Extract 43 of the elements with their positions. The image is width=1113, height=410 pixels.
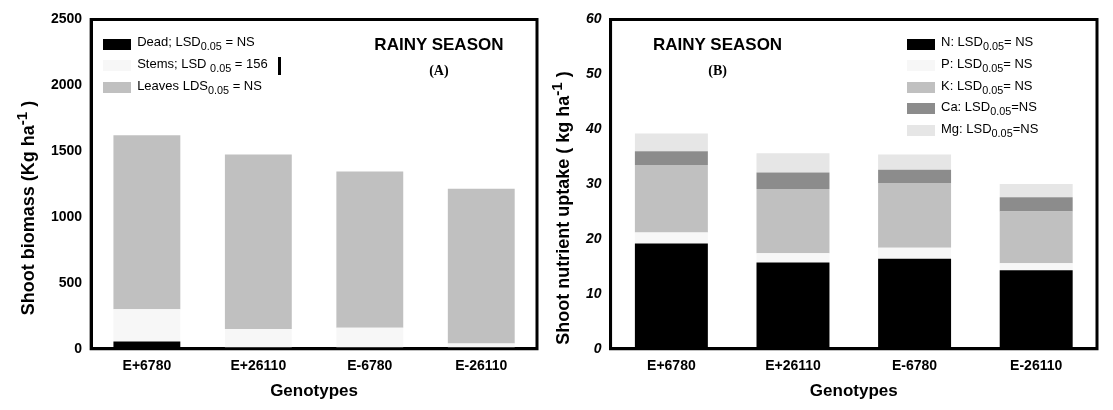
legend-label: Leaves LDS$_{0.05}$ = NS (137, 76, 262, 98)
legend-label: P: LSD$_{0.05}$= NS (941, 55, 1033, 76)
bar (878, 154, 952, 170)
x-axis-title: Genotypes (809, 381, 898, 401)
x-tick-label: E-26110 (1010, 357, 1063, 374)
y-tick-label: 40 (584, 120, 602, 137)
x-tick-label: E+6780 (647, 357, 696, 374)
bar (756, 153, 830, 173)
bar (999, 197, 1073, 212)
y-tick-label: 30 (585, 174, 602, 191)
y-tick-label: 0 (74, 339, 83, 356)
y-tick-label: 50 (585, 65, 602, 82)
legend-label: Ca: LSD$_{0.05}$=NS (941, 98, 1037, 119)
y-tick-label: 10 (585, 284, 602, 301)
y-tick-label: 2000 (50, 76, 83, 93)
x-tick-label: E-6780 (892, 357, 938, 374)
legend-label: K: LSD$_{0.05}$= NS (941, 76, 1033, 98)
x-tick-label: E-6780 (347, 357, 393, 374)
x-tick-label: E-26110 (455, 357, 508, 374)
text: (A) (429, 63, 449, 80)
text: RAINY SEASON (374, 35, 504, 55)
y-tick-label: 60 (585, 10, 602, 27)
y-tick-label: 500 (58, 273, 83, 290)
x-tick-label: E+26110 (230, 357, 287, 374)
y-tick-label: 1000 (50, 207, 83, 224)
legend-label: Mg: LSD$_{0.05}$=NS (941, 119, 1039, 141)
legend-label: Stems; LSD $_{0.05}$ = 156 (137, 55, 268, 76)
x-tick-label: E+6780 (122, 357, 172, 374)
y-tick-label: 20 (584, 229, 602, 246)
bar (634, 151, 708, 165)
y-tick-label: 2500 (50, 10, 83, 27)
text: (B) (708, 63, 728, 80)
x-tick-label: E+26110 (765, 357, 822, 374)
y-tick-label: 1500 (50, 142, 83, 159)
legend-label: Dead; LSD$_{0.05}$ = NS (137, 33, 255, 54)
legend-label: N: LSD$_{0.05}$= NS (941, 33, 1034, 54)
x-axis-title: Genotypes (270, 381, 358, 401)
y-tick-label: 0 (593, 339, 602, 356)
bar (634, 133, 708, 152)
text: RAINY SEASON (653, 35, 783, 55)
bar (756, 172, 830, 190)
bar (999, 184, 1073, 198)
bar (878, 169, 952, 183)
